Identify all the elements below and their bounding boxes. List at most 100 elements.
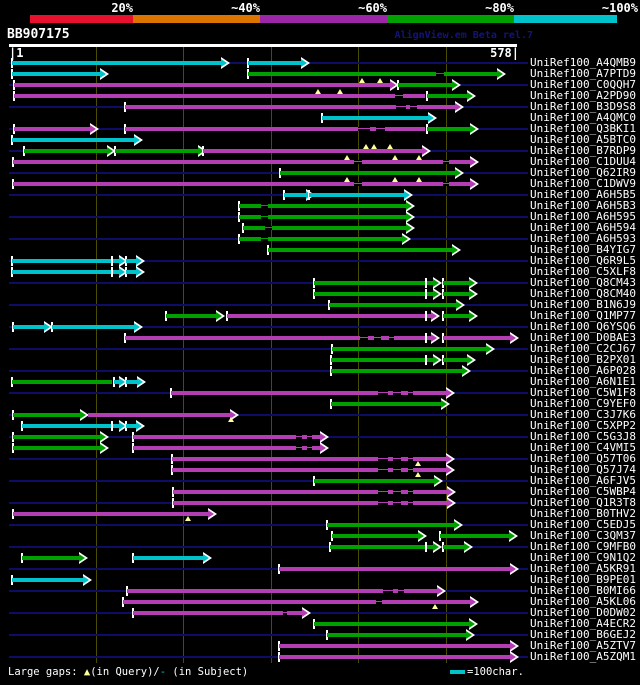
alignment-bar[interactable] [314, 292, 433, 296]
alignment-bar[interactable] [331, 402, 441, 406]
row-label[interactable]: UniRef100_Q3BKI1 [530, 122, 636, 135]
alignment-bar[interactable] [443, 292, 469, 296]
alignment-bar[interactable] [239, 204, 406, 208]
row-label[interactable]: UniRef100_Q1MP77 [530, 309, 636, 322]
row-label[interactable]: UniRef100_Q57J74 [530, 463, 636, 476]
row-label[interactable]: UniRef100_A5ZTV7 [530, 639, 636, 652]
alignment-bar[interactable] [327, 633, 466, 637]
alignment-bar[interactable] [309, 193, 404, 197]
alignment-bar[interactable] [126, 424, 136, 428]
alignment-bar[interactable] [12, 259, 119, 263]
row-label[interactable]: UniRef100_Q6R9L5 [530, 254, 636, 267]
alignment-bar[interactable] [12, 380, 112, 384]
row-label[interactable]: UniRef100_B6GEJ2 [530, 628, 636, 641]
alignment-bar[interactable] [14, 83, 390, 87]
row-label[interactable]: UniRef100_B9PE01 [530, 573, 636, 586]
alignment-bar[interactable] [327, 523, 454, 527]
row-label[interactable]: UniRef100_A5KL06 [530, 595, 636, 608]
row-label[interactable]: UniRef100_C1DUU4 [530, 155, 636, 168]
row-label[interactable]: UniRef100_B3D9S8 [530, 100, 636, 113]
row-label[interactable]: UniRef100_B0THV2 [530, 507, 636, 520]
row-label[interactable]: UniRef100_A6N1E1 [530, 375, 636, 388]
alignment-bar[interactable] [125, 127, 425, 131]
row-label[interactable]: UniRef100_C9YEF0 [530, 397, 636, 410]
alignment-bar[interactable] [443, 281, 469, 285]
alignment-bar[interactable] [12, 270, 119, 274]
row-label[interactable]: UniRef100_Q62IR9 [530, 166, 636, 179]
alignment-bar[interactable] [279, 567, 510, 571]
alignment-bar[interactable] [322, 116, 428, 120]
alignment-bar[interactable] [12, 138, 134, 142]
row-label[interactable]: UniRef100_C5EDJ5 [530, 518, 636, 531]
row-label[interactable]: UniRef100_A6H594 [530, 221, 636, 234]
alignment-bar[interactable] [123, 600, 470, 604]
row-label[interactable]: UniRef100_C5WBP4 [530, 485, 636, 498]
alignment-bar[interactable] [166, 314, 216, 318]
alignment-bar[interactable] [13, 182, 470, 186]
row-label[interactable]: UniRef100_A4ECR2 [530, 617, 636, 630]
row-label[interactable]: UniRef100_C5XPP2 [530, 419, 636, 432]
row-label[interactable]: UniRef100_C1DWV9 [530, 177, 636, 190]
row-label[interactable]: UniRef100_B0MI66 [530, 584, 636, 597]
row-label[interactable]: UniRef100_A6FJV5 [530, 474, 636, 487]
row-label[interactable]: UniRef100_D0BAE3 [530, 331, 636, 344]
row-label[interactable]: UniRef100_A4QMB9 [530, 56, 636, 69]
alignment-bar[interactable] [14, 127, 90, 131]
alignment-bar[interactable] [13, 160, 470, 164]
alignment-bar[interactable] [125, 105, 455, 109]
alignment-bar[interactable] [398, 83, 452, 87]
alignment-bar[interactable] [330, 545, 433, 549]
alignment-bar[interactable] [173, 490, 447, 494]
alignment-bar[interactable] [133, 556, 203, 560]
alignment-bar[interactable] [172, 468, 446, 472]
row-label[interactable]: UniRef100_B2PX01 [530, 353, 636, 366]
row-label[interactable]: UniRef100_A6H593 [530, 232, 636, 245]
row-label[interactable]: UniRef100_B7RDP9 [530, 144, 636, 157]
row-label[interactable]: UniRef100_A5ZQM1 [530, 650, 636, 663]
alignment-bar[interactable] [248, 72, 497, 76]
row-label[interactable]: UniRef100_A5BTC0 [530, 133, 636, 146]
alignment-bar[interactable] [126, 259, 136, 263]
row-label[interactable]: UniRef100_A4QMC0 [530, 111, 636, 124]
alignment-bar[interactable] [126, 270, 136, 274]
row-label[interactable]: UniRef100_Q1R3T8 [530, 496, 636, 509]
alignment-bar[interactable] [22, 556, 79, 560]
alignment-bar[interactable] [280, 171, 455, 175]
alignment-bar[interactable] [443, 545, 464, 549]
alignment-bar[interactable] [13, 413, 80, 417]
alignment-bar[interactable] [243, 226, 406, 230]
row-label[interactable]: UniRef100_D0DW02 [530, 606, 636, 619]
row-label[interactable]: UniRef100_A2PD90 [530, 89, 636, 102]
row-label[interactable]: UniRef100_C4VMI5 [530, 441, 636, 454]
alignment-bar[interactable] [329, 303, 456, 307]
row-label[interactable]: UniRef100_A5KR91 [530, 562, 636, 575]
row-label[interactable]: UniRef100_A6H5B3 [530, 199, 636, 212]
alignment-bar[interactable] [314, 281, 433, 285]
alignment-bar[interactable] [22, 424, 119, 428]
row-label[interactable]: UniRef100_C3J7K6 [530, 408, 636, 421]
alignment-bar[interactable] [331, 369, 462, 373]
alignment-bar[interactable] [13, 512, 208, 516]
row-label[interactable]: UniRef100_Q8CM43 [530, 276, 636, 289]
alignment-bar[interactable] [443, 358, 467, 362]
alignment-bar[interactable] [133, 435, 320, 439]
row-label[interactable]: UniRef100_C5G3J8 [530, 430, 636, 443]
alignment-bar[interactable] [227, 314, 431, 318]
alignment-bar[interactable] [443, 336, 510, 340]
alignment-bar[interactable] [284, 193, 306, 197]
alignment-bar[interactable] [88, 413, 230, 417]
alignment-bar[interactable] [171, 391, 446, 395]
alignment-bar[interactable] [279, 644, 510, 648]
alignment-bar[interactable] [331, 358, 433, 362]
alignment-bar[interactable] [24, 149, 107, 153]
alignment-bar[interactable] [203, 149, 422, 153]
alignment-bar[interactable] [314, 479, 434, 483]
alignment-bar[interactable] [52, 325, 134, 329]
alignment-bar[interactable] [12, 578, 83, 582]
row-label[interactable]: UniRef100_B4YIG7 [530, 243, 636, 256]
alignment-bar[interactable] [13, 446, 100, 450]
row-label[interactable]: UniRef100_C9MFB0 [530, 540, 636, 553]
row-label[interactable]: UniRef100_Q8CM40 [530, 287, 636, 300]
alignment-bar[interactable] [12, 72, 100, 76]
alignment-bar[interactable] [268, 248, 452, 252]
